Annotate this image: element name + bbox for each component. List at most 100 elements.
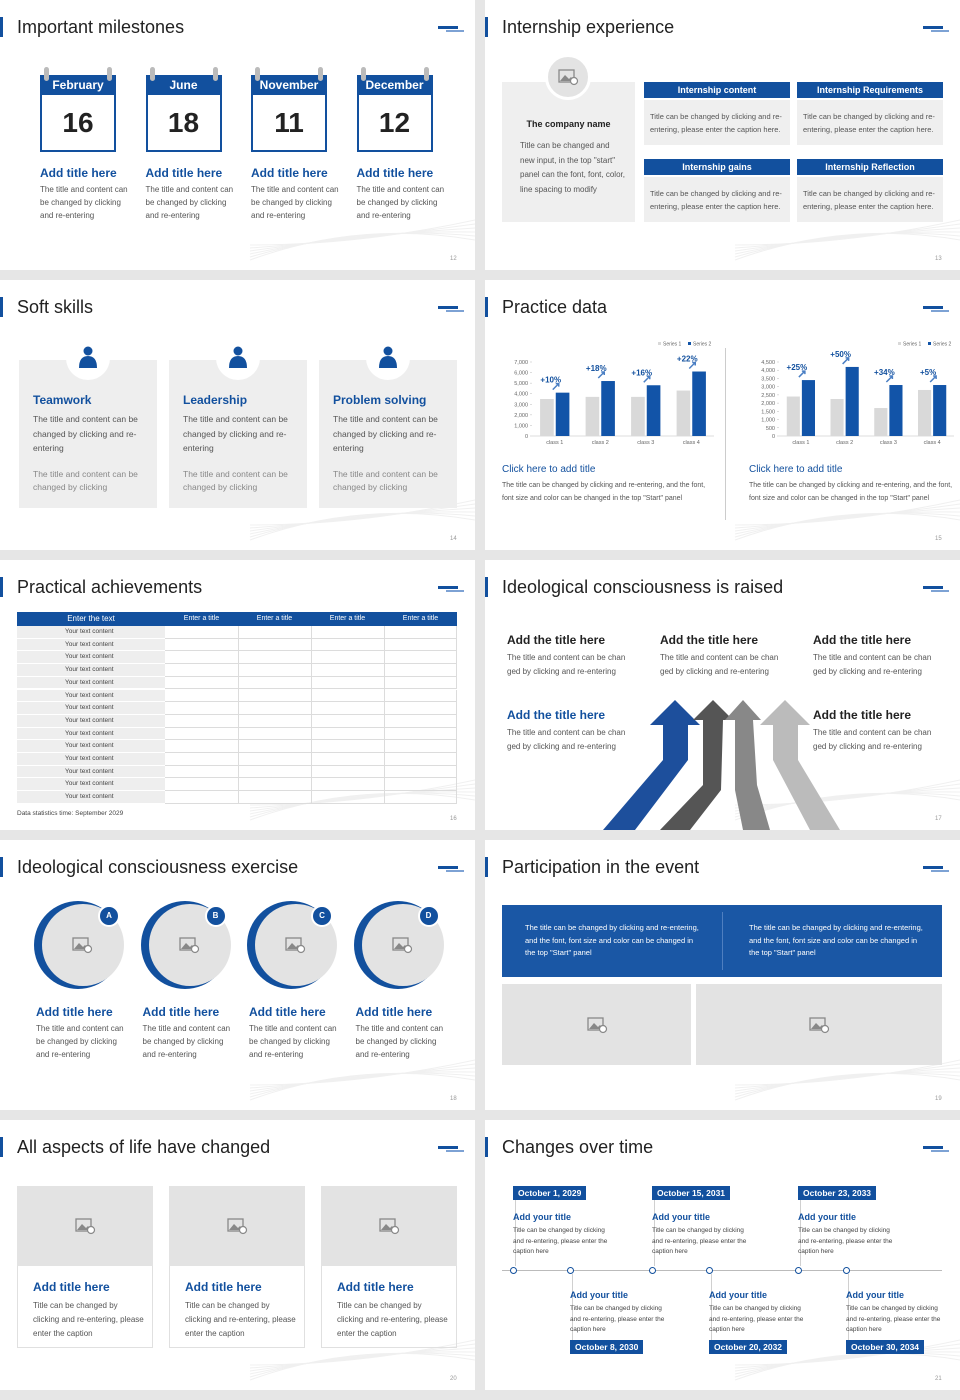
card-text: Title can be changed by clicking and re-…	[337, 1301, 448, 1338]
growth-arrow	[688, 361, 696, 370]
milestone-title: Add title here	[251, 166, 328, 180]
growth-label: +50%	[830, 350, 851, 359]
idea-title: Add the title here	[660, 633, 759, 647]
wave-line	[249, 232, 475, 258]
wave-line	[734, 219, 960, 246]
bar	[845, 366, 859, 436]
logo-mark	[931, 590, 949, 592]
calendar-day: 12	[356, 95, 433, 152]
wave-line	[734, 499, 960, 526]
slide-accent	[485, 577, 488, 597]
logo-mark	[438, 1146, 458, 1149]
idea-text: The title and content can be chan ged by…	[660, 653, 779, 676]
wave-line	[249, 1071, 475, 1095]
exercise-title: Add title here	[142, 1005, 220, 1019]
company-text: Title can be changed and new input, in t…	[520, 141, 625, 194]
growth-arrow	[597, 371, 605, 379]
growth-label: +5%	[920, 368, 936, 377]
slide-accent	[485, 17, 488, 37]
box-text: Title can be changed by clicking and re-…	[803, 189, 935, 211]
image-placeholder-icon	[285, 937, 306, 954]
calendar-day: 11	[251, 95, 327, 152]
image-placeholder-icon	[72, 937, 93, 954]
slide-accent	[0, 577, 3, 597]
card-body	[17, 1266, 153, 1348]
y-tick-label: 0	[772, 434, 775, 440]
legend-swatch	[928, 342, 931, 345]
growth-arrow	[885, 375, 894, 383]
bar	[786, 396, 800, 436]
logo-mark	[931, 30, 949, 32]
idea-text: The title and content can be chan ged by…	[507, 728, 626, 751]
milestone-title: Add title here	[356, 166, 434, 180]
skill-note: The title and content can be changed by …	[183, 469, 288, 492]
timeline-text: Title can be changed by clicking and re-…	[709, 1305, 804, 1333]
icon-frame	[227, 1218, 244, 1232]
wave-line	[734, 507, 960, 532]
company-box	[502, 82, 635, 222]
slide: Soft skills 14 Teamwork The title and conte…	[0, 280, 475, 550]
idea-title: Add the title here	[507, 633, 606, 647]
slide: Changes over time 21 October 1, 2029 Add yo…	[485, 1120, 960, 1390]
slide-title: Ideological consciousness exercise	[17, 857, 299, 877]
wave-line	[734, 1072, 960, 1101]
table-header-cell: Enter a title	[165, 612, 238, 626]
box-header: Internship Reflection	[797, 159, 943, 175]
exercise-title: Add title here	[249, 1005, 326, 1019]
bar	[918, 389, 932, 436]
timeline-dot	[510, 1267, 517, 1274]
idea-title: Add the title here	[813, 633, 912, 647]
table-label-cell: Your text content	[17, 638, 165, 652]
slide: Practice data 15 Series 1 Series 2 0 1,000 2,0…	[485, 280, 960, 550]
wave-line	[734, 231, 960, 255]
bar	[692, 371, 706, 436]
slide: All aspects of life have changed 20 Add ti…	[0, 1120, 475, 1390]
slide-accent	[0, 857, 3, 877]
exercise-title: Add title here	[355, 1005, 433, 1019]
y-tick-label: 1,500	[761, 409, 775, 415]
wave-line	[249, 507, 475, 532]
bar-chart: Series 1 Series 2 0 500 1,000 1,500 2,000 2,500…	[761, 342, 954, 446]
bar-chart: Series 1 Series 2 0 1,000 2,000 3,000 4,000 5,0…	[514, 342, 714, 446]
wave-line	[249, 219, 475, 246]
logo-mark	[446, 1150, 464, 1152]
image-box	[169, 1186, 305, 1266]
table-header-cell: Enter a title	[238, 612, 311, 626]
timeline-date: October 30, 2034	[846, 1340, 925, 1354]
background-wave	[734, 1339, 960, 1381]
page-number: 14	[450, 536, 457, 542]
icon-plus	[569, 76, 579, 86]
icon-frame	[809, 1017, 826, 1031]
slide-accent	[0, 17, 3, 37]
wave-line	[734, 512, 960, 541]
slide-accent	[0, 1137, 3, 1157]
timeline-text: Title can be changed by clicking and re-…	[570, 1305, 665, 1333]
card-body	[321, 1266, 457, 1348]
legend-swatch	[898, 342, 901, 345]
x-tick-label: class 1	[546, 440, 563, 446]
milestone-text: The title and content can be changed by …	[251, 185, 339, 220]
timeline-date: October 8, 2030	[570, 1340, 644, 1354]
y-tick-label: 2,500	[761, 393, 775, 399]
timeline-connector	[572, 1274, 573, 1340]
table-header-cell: Enter a title	[384, 612, 457, 626]
milestone-text: The title and content can be changed by …	[356, 185, 445, 220]
slide-title: Ideological consciousness is raised	[502, 577, 784, 597]
page-number: 18	[450, 1096, 457, 1102]
calendar-month: November	[251, 75, 327, 95]
table-label-cell: Your text content	[17, 689, 165, 703]
idea-title: Add the title here	[507, 708, 606, 722]
wave-line	[734, 1343, 960, 1369]
x-tick-label: class 3	[637, 440, 654, 446]
icon-frame	[379, 1218, 396, 1232]
y-tick-label: 500	[766, 426, 775, 432]
card-text: Title can be changed by clicking and re-…	[33, 1301, 144, 1338]
icon-plus	[238, 1225, 248, 1235]
exercise-text: The title and content can be changed by …	[36, 1024, 124, 1059]
icon-plus	[598, 1024, 607, 1034]
idea-text: The title and content can be chan ged by…	[507, 653, 626, 676]
bar	[631, 396, 645, 436]
image-placeholder-icon	[391, 937, 412, 954]
wave-line	[249, 1063, 475, 1089]
page-number: 19	[935, 1096, 942, 1102]
